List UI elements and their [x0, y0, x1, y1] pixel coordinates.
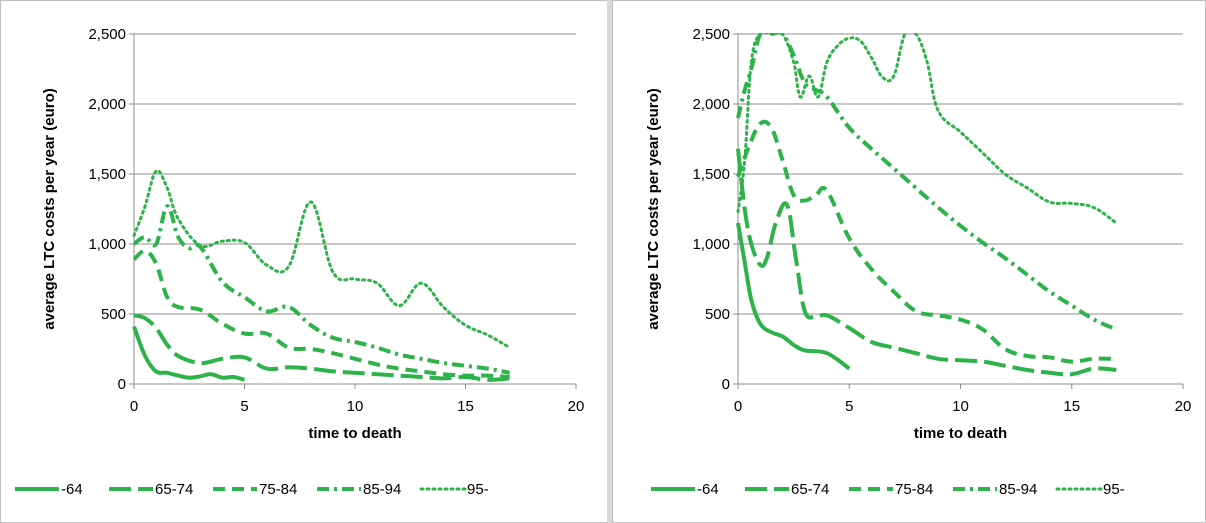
y-tick-label-1: 500	[705, 306, 730, 323]
chart-panel-right: 0 500 1,000 1,500 2,000 2,500 0 5 10 15 20 time to …	[612, 0, 1206, 523]
series-line-75-84	[132, 248, 510, 379]
series-line-85-94	[132, 204, 511, 375]
y-tick-label-4: 2,000	[692, 96, 730, 113]
y-tick-label-2: 1,000	[88, 236, 126, 253]
legend-label--64: -64	[697, 481, 719, 498]
x-tick-label-0: 0	[130, 398, 138, 415]
y-tick-label-0: 0	[722, 376, 730, 393]
x-tick-label-2: 10	[347, 398, 364, 415]
y-tick-label-5: 2,500	[692, 26, 730, 43]
legend-label-95-: 95-	[1103, 481, 1125, 498]
x-axis-title: time to death	[914, 425, 1007, 442]
chart-left: 0 500 1,000 1,500 2,000 2,500 0 5 10 15 20 time to …	[15, 26, 585, 498]
legend-label-85-94: 85-94	[363, 481, 401, 498]
series-line--64	[132, 325, 246, 382]
legend-label-75-84: 75-84	[895, 481, 933, 498]
series-line-95-	[736, 33, 1118, 225]
y-tick-label-1: 500	[101, 306, 126, 323]
x-tick-label-0: 0	[734, 398, 742, 415]
x-tick-label-2: 10	[952, 398, 969, 415]
legend-label-95-: 95-	[467, 481, 489, 498]
y-tick-label-4: 2,000	[88, 96, 126, 113]
x-axis-title: time to death	[308, 425, 401, 442]
y-tick-label-3: 1,500	[88, 166, 126, 183]
chart-right: 0 500 1,000 1,500 2,000 2,500 0 5 10 15 20 time to …	[645, 26, 1192, 498]
y-tick-label-3: 1,500	[692, 166, 730, 183]
x-tick-label-1: 5	[240, 398, 248, 415]
series-line-65-74	[133, 313, 510, 382]
x-tick-label-3: 15	[1063, 398, 1080, 415]
legend-label-85-94: 85-94	[999, 481, 1037, 498]
panel-divider	[607, 0, 612, 523]
y-tick-label-0: 0	[118, 376, 126, 393]
x-tick-label-4: 20	[1175, 398, 1192, 415]
legend-label-65-74: 65-74	[791, 481, 829, 498]
x-tick-label-4: 20	[568, 398, 585, 415]
legend-label-65-74: 65-74	[155, 481, 193, 498]
series-line--64	[736, 222, 851, 371]
y-tick-label-5: 2,500	[88, 26, 126, 43]
series-line-95-	[132, 169, 512, 350]
x-tick-label-1: 5	[845, 398, 853, 415]
chart-panel-left: 0 500 1,000 1,500 2,000 2,500 0 5 10 15 20 time to …	[0, 0, 608, 523]
y-axis-title: average LTC costs per year (euro)	[645, 88, 662, 329]
legend-label--64: -64	[61, 481, 83, 498]
series-line-85-94	[736, 33, 1118, 332]
y-tick-label-2: 1,000	[692, 236, 730, 253]
series-line-75-84	[736, 119, 1117, 364]
series-line-65-74	[736, 148, 1117, 377]
legend-label-75-84: 75-84	[259, 481, 297, 498]
y-axis-title: average LTC costs per year (euro)	[41, 88, 58, 329]
x-tick-label-3: 15	[457, 398, 474, 415]
